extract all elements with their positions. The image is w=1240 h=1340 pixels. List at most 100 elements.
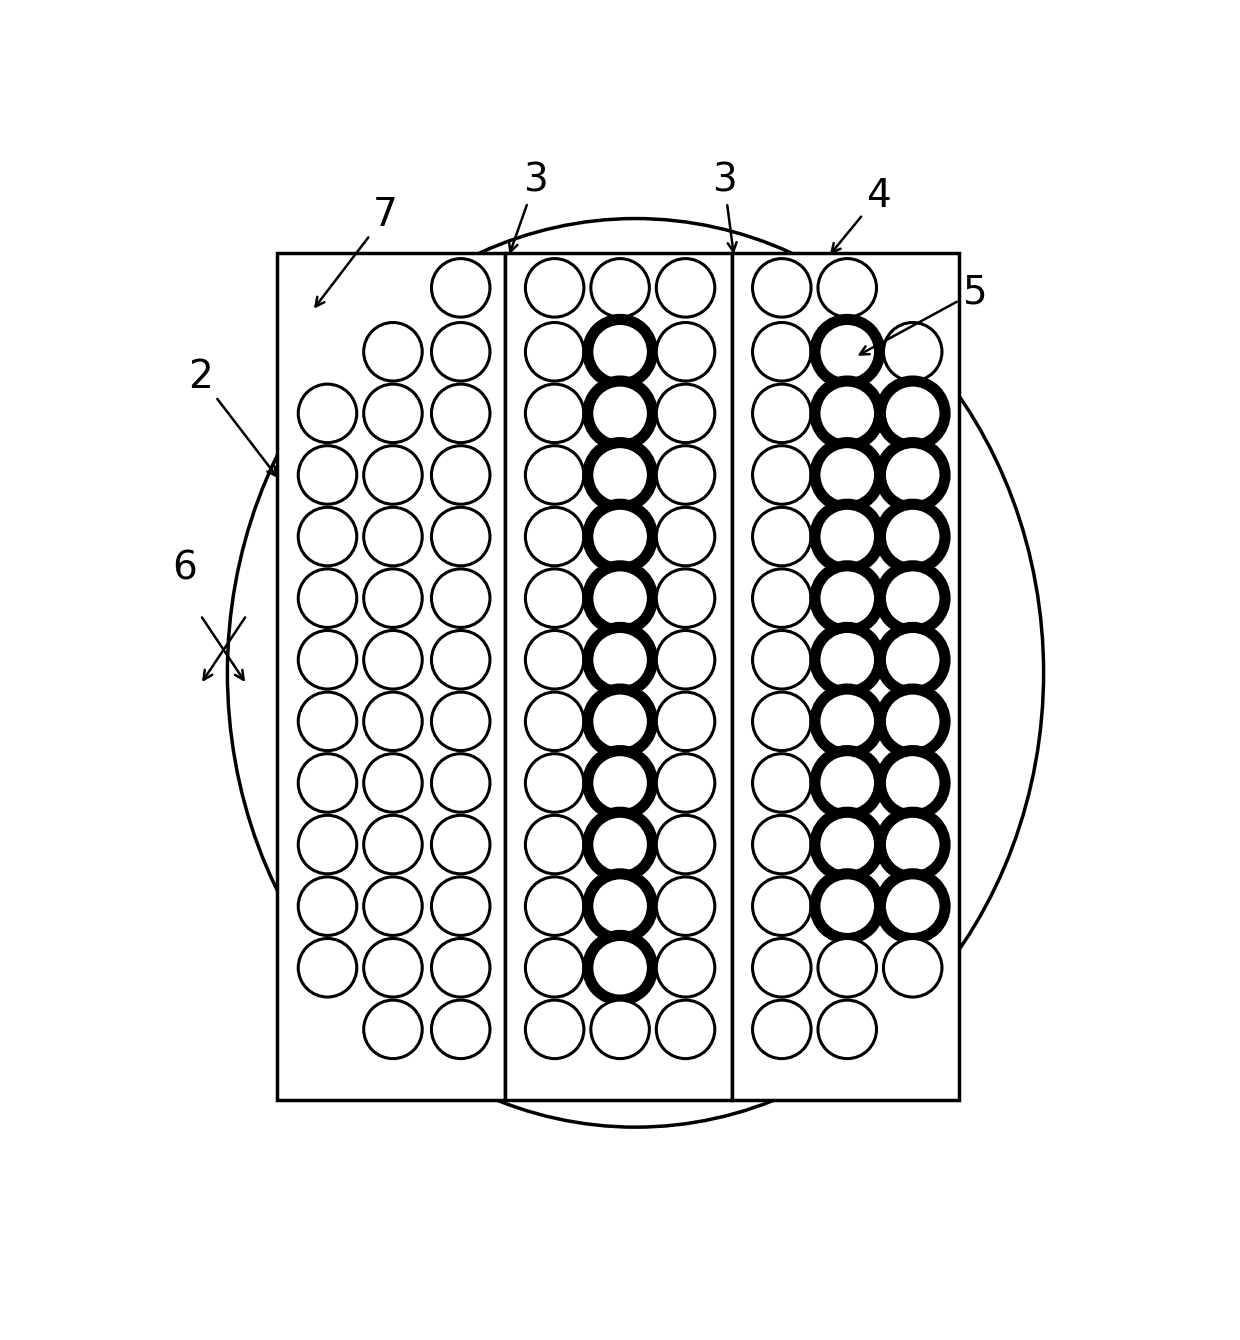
Circle shape: [753, 323, 811, 381]
Circle shape: [588, 874, 652, 938]
Circle shape: [753, 815, 811, 874]
Circle shape: [588, 689, 652, 753]
Circle shape: [753, 753, 811, 812]
Circle shape: [363, 446, 422, 504]
Ellipse shape: [227, 218, 1044, 1127]
Circle shape: [815, 812, 879, 876]
Circle shape: [883, 323, 942, 381]
Circle shape: [815, 319, 879, 385]
Text: 6: 6: [172, 549, 197, 588]
Circle shape: [363, 385, 422, 442]
Circle shape: [753, 876, 811, 935]
Text: 4: 4: [832, 177, 890, 253]
Circle shape: [526, 323, 584, 381]
Circle shape: [656, 938, 714, 997]
Circle shape: [815, 442, 879, 508]
Circle shape: [526, 753, 584, 812]
Circle shape: [656, 570, 714, 627]
Circle shape: [815, 627, 879, 691]
Circle shape: [880, 565, 945, 631]
Circle shape: [299, 385, 357, 442]
Circle shape: [432, 753, 490, 812]
Circle shape: [880, 504, 945, 570]
Circle shape: [363, 876, 422, 935]
Circle shape: [656, 876, 714, 935]
Circle shape: [656, 508, 714, 565]
Circle shape: [753, 259, 811, 318]
Circle shape: [880, 442, 945, 508]
Circle shape: [656, 323, 714, 381]
Circle shape: [432, 815, 490, 874]
Circle shape: [299, 446, 357, 504]
Circle shape: [818, 1000, 877, 1059]
Circle shape: [753, 508, 811, 565]
Circle shape: [432, 691, 490, 750]
Circle shape: [588, 812, 652, 876]
Circle shape: [656, 815, 714, 874]
Circle shape: [753, 446, 811, 504]
Circle shape: [588, 504, 652, 570]
Circle shape: [818, 259, 877, 318]
Circle shape: [526, 508, 584, 565]
Circle shape: [880, 689, 945, 753]
Circle shape: [526, 815, 584, 874]
Circle shape: [656, 753, 714, 812]
Text: 3: 3: [510, 162, 548, 252]
Circle shape: [526, 631, 584, 689]
Bar: [505, 253, 732, 1100]
Circle shape: [299, 753, 357, 812]
Circle shape: [815, 689, 879, 753]
Circle shape: [432, 259, 490, 318]
Circle shape: [432, 876, 490, 935]
Bar: [278, 253, 505, 1100]
Circle shape: [299, 691, 357, 750]
Circle shape: [656, 385, 714, 442]
Circle shape: [432, 323, 490, 381]
Circle shape: [526, 446, 584, 504]
Circle shape: [363, 815, 422, 874]
Circle shape: [880, 381, 945, 446]
Text: 5: 5: [859, 273, 987, 355]
Circle shape: [526, 1000, 584, 1059]
Circle shape: [588, 442, 652, 508]
Circle shape: [363, 938, 422, 997]
Circle shape: [432, 1000, 490, 1059]
Circle shape: [880, 627, 945, 691]
Circle shape: [880, 750, 945, 815]
Circle shape: [432, 938, 490, 997]
Circle shape: [753, 570, 811, 627]
Circle shape: [588, 935, 652, 1000]
Circle shape: [880, 812, 945, 876]
Circle shape: [526, 876, 584, 935]
Circle shape: [363, 631, 422, 689]
Circle shape: [815, 504, 879, 570]
Circle shape: [590, 259, 650, 318]
Circle shape: [526, 259, 584, 318]
Circle shape: [815, 874, 879, 938]
Circle shape: [432, 385, 490, 442]
Circle shape: [526, 938, 584, 997]
Circle shape: [363, 691, 422, 750]
Circle shape: [815, 381, 879, 446]
Circle shape: [818, 938, 877, 997]
Bar: [732, 253, 959, 1100]
Circle shape: [299, 938, 357, 997]
Circle shape: [526, 385, 584, 442]
Circle shape: [588, 750, 652, 815]
Circle shape: [432, 446, 490, 504]
Circle shape: [753, 631, 811, 689]
Circle shape: [883, 938, 942, 997]
Circle shape: [590, 1000, 650, 1059]
Circle shape: [299, 570, 357, 627]
Circle shape: [656, 691, 714, 750]
Circle shape: [880, 874, 945, 938]
Text: 2: 2: [188, 358, 277, 476]
Text: 7: 7: [315, 196, 398, 307]
Circle shape: [363, 1000, 422, 1059]
Text: 3: 3: [712, 162, 737, 252]
Circle shape: [753, 385, 811, 442]
Circle shape: [753, 938, 811, 997]
Circle shape: [299, 876, 357, 935]
Circle shape: [656, 446, 714, 504]
Circle shape: [432, 508, 490, 565]
